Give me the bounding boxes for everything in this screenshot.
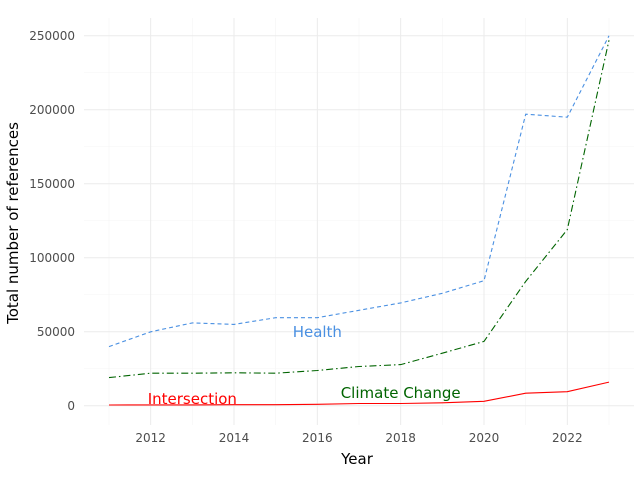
x-tick-label: 2016 [302, 431, 333, 445]
x-axis-title: Year [340, 450, 374, 468]
y-tick-label: 100000 [29, 251, 75, 265]
series-lines [108, 35, 610, 406]
series-labels: Health Climate Change Intersection [148, 323, 461, 408]
x-tick-label: 2014 [219, 431, 250, 445]
x-tick-label: 2020 [469, 431, 500, 445]
climate-change-line [108, 40, 610, 379]
intersection-label: Intersection [148, 390, 237, 408]
grid [84, 18, 634, 425]
x-axis-ticks: 2012 2014 2016 2018 2020 2022 [135, 431, 582, 445]
health-label: Health [293, 323, 342, 341]
x-tick-label: 2012 [135, 431, 166, 445]
x-tick-label: 2022 [552, 431, 583, 445]
y-tick-label: 50000 [37, 325, 75, 339]
health-line [108, 35, 610, 348]
y-axis-ticks: 0 50000 100000 150000 200000 250000 [29, 29, 75, 413]
y-axis-title: Total number of references [4, 122, 22, 325]
climate-change-label: Climate Change [341, 384, 461, 402]
intersection-line [108, 381, 610, 406]
y-tick-label: 150000 [29, 177, 75, 191]
y-tick-label: 200000 [29, 103, 75, 117]
y-tick-label: 250000 [29, 29, 75, 43]
x-tick-label: 2018 [385, 431, 416, 445]
y-tick-label: 0 [67, 399, 75, 413]
